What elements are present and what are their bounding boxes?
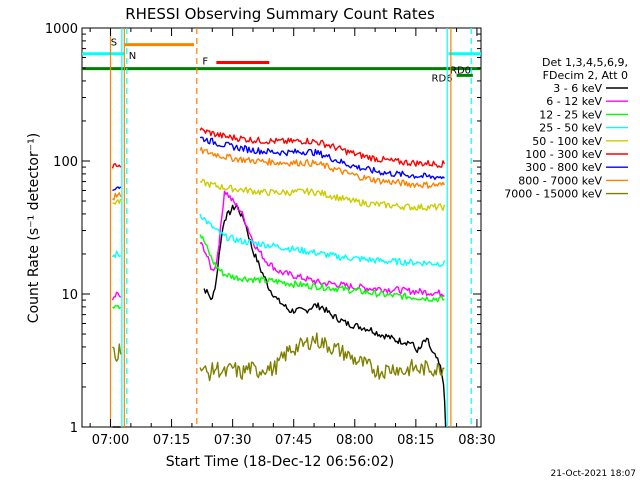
flag-label: S (111, 38, 117, 49)
x-axis-label: Start Time (18-Dec-12 06:56:02) (166, 454, 394, 470)
x-tick-label: 07:45 (275, 433, 312, 448)
flag-label: RD0 (450, 66, 471, 77)
series-line (111, 213, 446, 268)
legend-entry-label: 300 - 800 keV (525, 161, 602, 174)
flag-label: F (202, 57, 208, 68)
flag-label: N (129, 51, 136, 62)
y-tick-label: 100 (53, 155, 78, 170)
date-stamp: 21-Oct-2021 18:07 (551, 469, 636, 479)
series-line (112, 234, 445, 310)
y-tick-label: 1 (70, 421, 78, 436)
legend: Det 1,3,4,5,6,9,FDecim 2, Att 03 - 6 keV… (504, 56, 628, 201)
series-line (112, 332, 445, 382)
legend-entry-label: 6 - 12 keV (546, 95, 602, 108)
legend-entry-label: 7000 - 15000 keV (504, 188, 602, 201)
series-line (111, 127, 446, 169)
legend-entry-label: 50 - 100 keV (532, 135, 602, 148)
legend-entry-label: 25 - 50 keV (539, 122, 602, 135)
series-line (112, 136, 445, 192)
legend-entry-label: 800 - 7000 keV (518, 174, 602, 187)
legend-header-line: Det 1,3,4,5,6,9, (542, 56, 628, 69)
legend-entry-label: 12 - 25 keV (539, 108, 602, 121)
chart-title: RHESSI Observing Summary Count Rates (125, 5, 435, 23)
legend-header-line: FDecim 2, Att 0 (543, 69, 628, 82)
series-line (112, 178, 446, 212)
y-tick-label: 10 (61, 288, 78, 303)
legend-entry-label: 3 - 6 keV (553, 82, 602, 95)
series-lines (111, 127, 447, 428)
x-tick-label: 07:00 (92, 433, 129, 448)
x-tick-label: 08:15 (397, 433, 434, 448)
x-tick-label: 08:30 (458, 433, 495, 448)
x-tick-label: 07:15 (153, 433, 190, 448)
flag-label: RD6 (432, 73, 453, 84)
x-tick-label: 08:00 (336, 433, 373, 448)
legend-entry-label: 100 - 300 keV (525, 148, 602, 161)
plot-frame (81, 27, 482, 428)
x-tick-label: 07:30 (214, 433, 251, 448)
y-axis-label: Count Rate (s⁻¹ detector⁻¹) (26, 133, 42, 323)
y-tick-label: 1000 (45, 22, 78, 37)
time-markers (109, 28, 472, 427)
series-line (112, 204, 447, 428)
axes: 1 10 100 1000 07:00 07:15 07:30 07:45 08:00 08:15… (45, 22, 496, 448)
series-line (112, 146, 446, 201)
